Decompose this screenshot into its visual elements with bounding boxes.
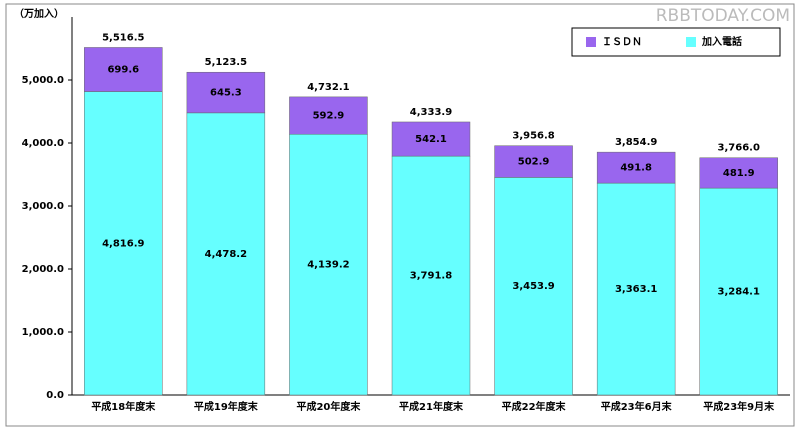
bar-segment (699, 157, 778, 189)
legend-box (571, 27, 781, 57)
x-tick-label: 平成21年度末 (399, 400, 464, 413)
bar-segment (596, 151, 676, 184)
value-label: 491.8 (620, 163, 652, 174)
x-tick-label: 平成18年度末 (91, 400, 156, 413)
y-axis-label: （万加入） (14, 7, 64, 20)
value-label: 4,139.2 (307, 260, 349, 271)
value-label: 4,816.9 (102, 238, 144, 249)
bar-segment (186, 71, 266, 114)
y-tick-label: 4,000.0 (22, 138, 64, 149)
y-tick-label: 3,000.0 (22, 201, 64, 212)
value-label: 592.9 (313, 111, 345, 122)
total-label: 5,123.5 (205, 57, 247, 68)
value-label: 3,453.9 (512, 281, 554, 292)
x-tick-label: 平成19年度末 (194, 400, 259, 413)
total-label: 3,956.8 (512, 131, 554, 142)
value-label: 502.9 (518, 157, 550, 168)
bar-segment (84, 91, 163, 396)
bar-segment (289, 133, 368, 396)
total-label: 3,854.9 (615, 137, 657, 148)
x-tick-label: 平成22年度末 (502, 400, 567, 413)
watermark: RBBTODAY.COM (656, 6, 790, 26)
bar-segment (84, 47, 163, 92)
legend-label: ＩＳＤＮ (602, 36, 642, 48)
bar-segment (494, 145, 573, 178)
bar-segment (289, 96, 368, 135)
value-label: 4,478.2 (205, 249, 247, 260)
value-label: 699.6 (107, 64, 139, 75)
value-label: 3,791.8 (410, 271, 452, 282)
bar-segment (699, 187, 778, 396)
total-label: 4,333.9 (410, 107, 452, 118)
y-tick-label: 0.0 (46, 390, 64, 401)
bar-segment (596, 182, 676, 396)
total-label: 4,732.1 (307, 82, 349, 93)
legend-label: 加入電話 (701, 35, 742, 48)
bar-segment (391, 121, 471, 157)
total-label: 3,766.0 (718, 143, 760, 154)
bar-segment (494, 177, 573, 396)
value-label: 645.3 (210, 88, 242, 99)
y-tick-label: 2,000.0 (22, 264, 64, 275)
legend-swatch (586, 37, 596, 47)
value-label: 3,284.1 (718, 287, 760, 298)
x-tick-label: 平成23年9月末 (703, 400, 775, 413)
x-tick-label: 平成23年6月末 (601, 400, 673, 413)
y-tick-label: 5,000.0 (22, 75, 64, 86)
legend-swatch (686, 37, 696, 47)
total-label: 5,516.5 (102, 32, 144, 43)
value-label: 481.9 (723, 168, 755, 179)
x-tick-label: 平成20年度末 (296, 400, 361, 413)
value-label: 542.1 (415, 134, 447, 145)
y-tick-label: 1,000.0 (22, 327, 64, 338)
value-label: 3,363.1 (615, 284, 657, 295)
bar-segment (186, 112, 266, 396)
bar-segment (391, 155, 471, 396)
